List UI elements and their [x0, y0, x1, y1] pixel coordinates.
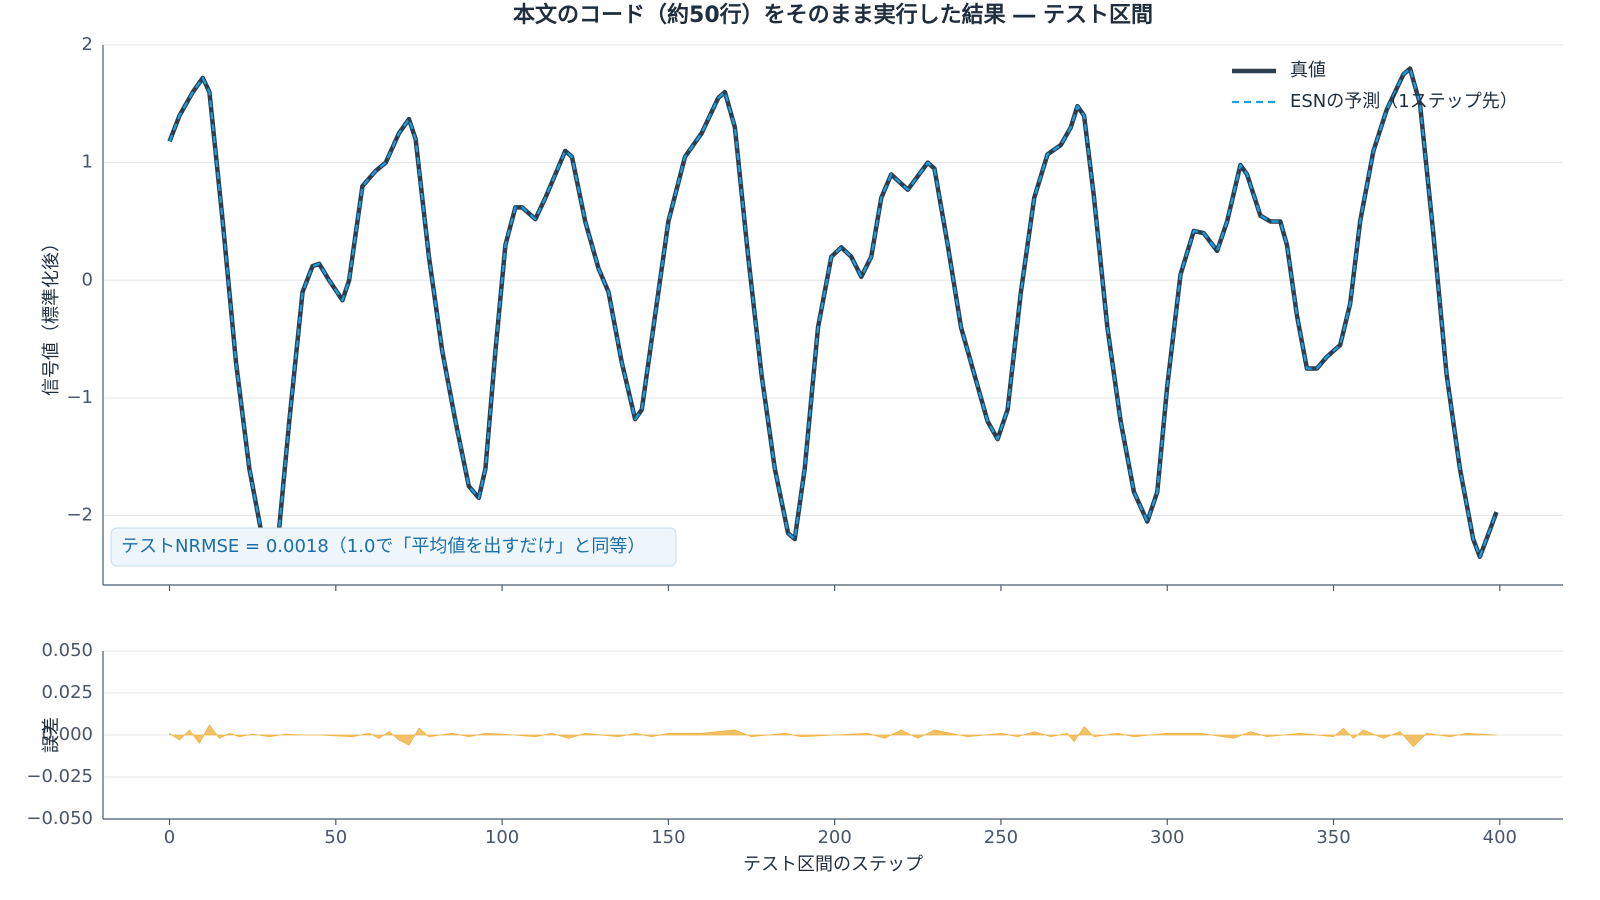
y-tick-label: −0.025: [26, 766, 93, 787]
y-tick-label: −0.050: [26, 808, 93, 829]
x-tick-label: 150: [651, 827, 685, 848]
x-axis-label: テスト区間のステップ: [743, 854, 923, 875]
y-tick-label: 0.000: [41, 724, 93, 745]
y-axis-label: 信号値（標準化後）: [41, 234, 62, 396]
y-tick-label: −2: [66, 505, 93, 526]
x-tick-label: 300: [1150, 827, 1184, 848]
y-axis-label: 誤差: [41, 717, 62, 753]
annotation: テストNRMSE = 0.0018（1.0で「平均値を出すだけ」と同等）: [121, 536, 645, 557]
x-tick-label: 400: [1483, 827, 1517, 848]
legend-label: ESNの予測（1ステップ先）: [1290, 91, 1518, 112]
series-line: [168, 67, 1498, 564]
y-tick-label: 0.025: [41, 682, 93, 703]
series-line: [167, 66, 1499, 565]
x-tick-label: 0: [164, 827, 175, 848]
error-area: [169, 724, 1497, 748]
annotation-box: [110, 527, 677, 567]
chart-title: 本文のコード（約50行）をそのまま実行した結果 ― テスト区間: [513, 2, 1153, 28]
y-tick-label: 0: [82, 269, 93, 290]
legend-label: 真値: [1290, 60, 1326, 81]
y-tick-label: 0.050: [41, 640, 93, 661]
x-tick-label: 350: [1316, 827, 1350, 848]
y-tick-label: −1: [66, 387, 93, 408]
y-tick-label: 2: [82, 34, 93, 55]
x-tick-label: 250: [984, 827, 1018, 848]
x-tick-label: 50: [324, 827, 347, 848]
x-tick-label: 200: [817, 827, 851, 848]
y-tick-label: 1: [82, 152, 93, 173]
x-tick-label: 100: [485, 827, 519, 848]
